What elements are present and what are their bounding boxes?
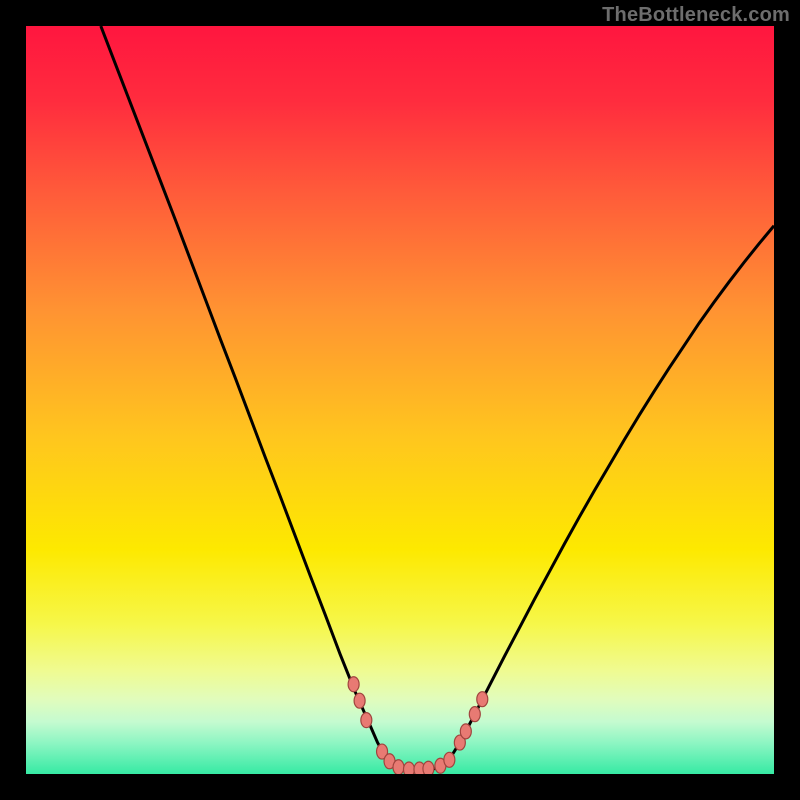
curve-marker <box>348 677 359 692</box>
watermark-text: TheBottleneck.com <box>602 4 790 27</box>
chart-svg <box>26 26 774 774</box>
curve-marker <box>469 707 480 722</box>
curve-marker <box>403 762 414 774</box>
curve-marker <box>361 713 372 728</box>
curve-marker <box>477 692 488 707</box>
chart-plot-area <box>26 26 774 774</box>
curve-marker <box>393 760 404 774</box>
bottleneck-curve <box>101 26 774 770</box>
marker-group <box>348 677 488 774</box>
chart-outer-frame: TheBottleneck.com <box>0 0 800 800</box>
curve-marker <box>354 693 365 708</box>
curve-marker <box>423 761 434 774</box>
curve-marker <box>444 752 455 767</box>
curve-marker <box>460 724 471 739</box>
